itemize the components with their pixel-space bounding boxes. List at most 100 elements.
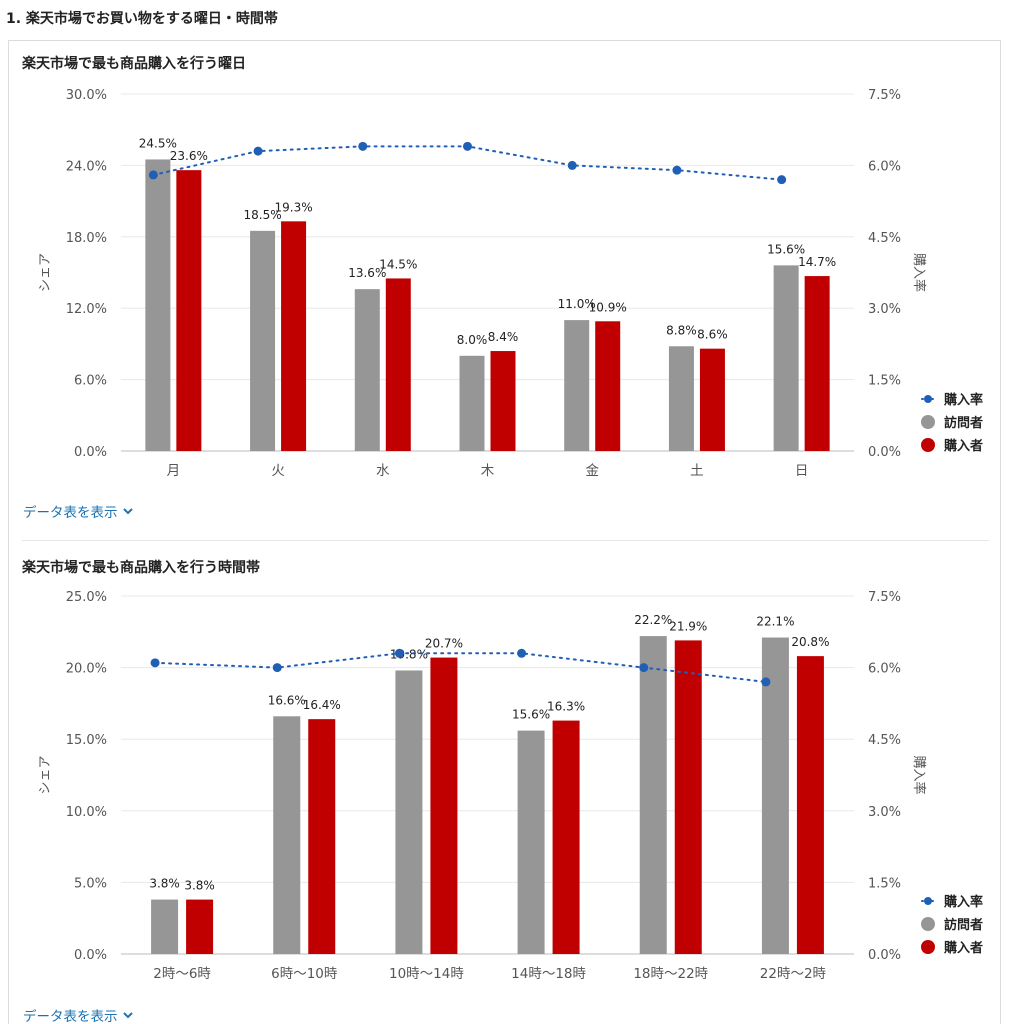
data-label-buyers: 16.4% [303, 698, 341, 712]
weekday-chart-block: 楽天市場で最も商品購入を行う曜日 0.0% 0.0% 6.0% 1.5% 12.0% 3.… [9, 41, 1002, 541]
x-tick-label: 木 [481, 463, 495, 479]
rate-point [761, 677, 771, 687]
data-label-visitors: 15.6% [512, 708, 550, 722]
rate-point [517, 648, 527, 658]
rate-line [152, 145, 783, 181]
legend-rate-dot [924, 897, 932, 905]
rate-point [567, 160, 577, 170]
legend-buyers-marker [921, 940, 935, 954]
charts-panel: 楽天市場で最も商品購入を行う曜日 0.0% 0.0% 6.0% 1.5% 12.0% 3.… [8, 40, 1001, 1024]
bar-buyers [699, 348, 725, 451]
legend-visitors-marker [921, 917, 935, 931]
bar-visitors [145, 159, 171, 451]
chevron-down-icon [122, 1012, 133, 1019]
data-label-visitors: 8.8% [666, 323, 697, 337]
y-axis-label: シェア [38, 755, 53, 794]
legend-buyers-label: 購入者 [943, 940, 983, 956]
rate-point [150, 658, 160, 668]
data-label-buyers: 21.9% [669, 619, 707, 633]
data-label-buyers: 3.8% [184, 879, 215, 893]
data-label-buyers: 10.9% [589, 300, 627, 314]
rate-point [639, 663, 649, 673]
x-tick-label: 金 [585, 463, 599, 479]
rate-point [272, 663, 282, 673]
y-tick-label: 18.0% [66, 231, 107, 246]
bar-buyers [385, 278, 411, 451]
legend-buyers-label: 購入者 [943, 438, 983, 454]
x-tick-label: 水 [376, 463, 390, 479]
y-tick-label: 25.0% [66, 590, 107, 605]
legend-visitors-label: 訪問者 [944, 415, 983, 431]
weekday-chart: 0.0% 0.0% 6.0% 1.5% 12.0% 3.0% 18.0% 4.5% 24.0% 6… [38, 88, 983, 479]
rate-point [358, 141, 368, 151]
bar-visitors [639, 636, 667, 954]
data-label-visitors: 18.5% [244, 208, 282, 222]
x-tick-label: 6時～10時 [271, 966, 338, 982]
chevron-down-icon [122, 508, 133, 515]
y2-axis-label: 購入率 [911, 253, 927, 292]
x-tick-label: 土 [690, 463, 704, 479]
legend-visitors-marker [921, 415, 935, 429]
x-tick-label: 10時～14時 [389, 966, 464, 982]
rate-point [777, 175, 787, 185]
rate-point [394, 648, 404, 658]
y2-tick-label: 1.5% [868, 374, 901, 389]
bar-visitors [517, 730, 545, 954]
bar-visitors [250, 230, 276, 451]
x-tick-label: 日 [795, 463, 809, 479]
x-tick-label: 14時～18時 [511, 966, 586, 982]
bar-buyers [804, 276, 830, 451]
data-label-buyers: 16.3% [547, 700, 585, 714]
bar-buyers [281, 221, 307, 451]
timeslot-chart: 0.0% 0.0% 5.0% 1.5% 10.0% 3.0% 15.0% 4.5% 20.0% 6… [38, 590, 983, 982]
data-label-buyers: 14.5% [379, 257, 417, 271]
data-label-buyers: 8.6% [697, 328, 728, 342]
data-label-buyers: 8.4% [488, 330, 519, 344]
x-tick-label: 火 [271, 463, 285, 479]
data-label-visitors: 13.6% [348, 266, 386, 280]
section-title: 1. 楽天市場でお買い物をする曜日・時間帯 [6, 11, 278, 27]
show-data-table-toggle-weekday[interactable]: データ表を表示 [23, 501, 134, 521]
y2-tick-label: 1.5% [868, 876, 901, 891]
bar-visitors [395, 670, 423, 954]
y-tick-label: 20.0% [66, 662, 107, 677]
y-tick-label: 30.0% [66, 88, 107, 103]
toggle-label: データ表を表示 [23, 505, 118, 521]
y2-tick-label: 7.5% [868, 88, 901, 103]
y2-tick-label: 6.0% [868, 662, 901, 677]
data-label-buyers: 20.8% [791, 635, 829, 649]
bar-visitors [459, 355, 485, 451]
bar-buyers [796, 656, 824, 954]
data-label-visitors: 3.8% [149, 877, 180, 891]
bar-visitors [273, 716, 301, 954]
y2-tick-label: 0.0% [868, 445, 901, 460]
x-tick-label: 18時～22時 [633, 966, 708, 982]
data-label-buyers: 19.3% [275, 200, 313, 214]
show-data-table-toggle-timeslot[interactable]: データ表を表示 [23, 1005, 134, 1024]
data-label-buyers: 23.6% [170, 149, 208, 163]
bar-visitors [761, 637, 789, 954]
data-label-visitors: 8.0% [457, 333, 488, 347]
y-axis-label: シェア [38, 253, 53, 292]
data-label-visitors: 22.1% [756, 615, 794, 629]
bar-buyers [674, 640, 702, 954]
data-label-visitors: 11.0% [558, 297, 596, 311]
y2-tick-label: 6.0% [868, 159, 901, 174]
rate-point [463, 141, 472, 151]
y-tick-label: 0.0% [74, 445, 107, 460]
data-label-visitors: 15.6% [767, 242, 805, 256]
y-tick-label: 6.0% [74, 374, 107, 389]
x-tick-label: 月 [167, 463, 181, 479]
y2-tick-label: 3.0% [868, 302, 901, 317]
data-label-visitors: 16.6% [268, 693, 306, 707]
bar-visitors [773, 265, 799, 451]
rate-point [672, 165, 682, 175]
legend-rate-label: 購入率 [943, 392, 983, 408]
x-tick-label: 2時～6時 [153, 966, 211, 982]
y2-tick-label: 7.5% [868, 590, 901, 605]
y2-axis-label: 購入率 [911, 755, 927, 794]
y-tick-label: 10.0% [66, 805, 107, 820]
bar-visitors [151, 899, 179, 954]
